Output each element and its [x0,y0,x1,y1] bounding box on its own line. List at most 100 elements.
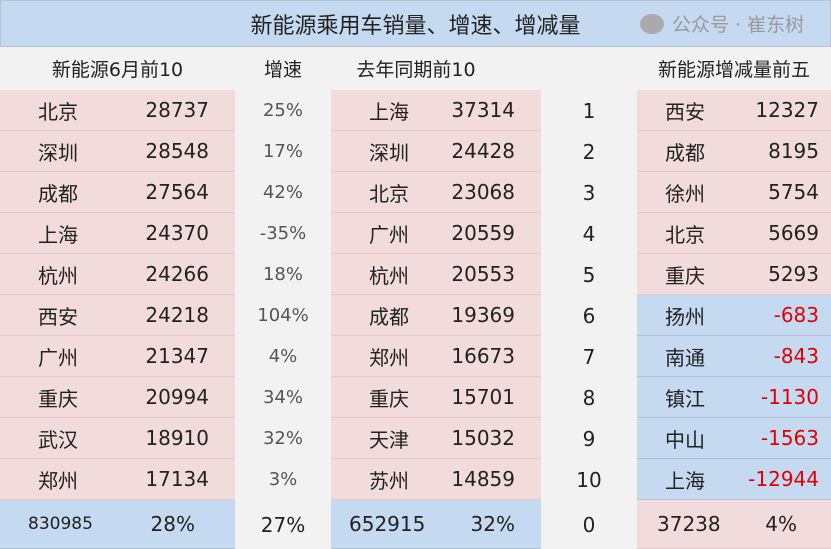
last-year-value-cell: 24428 [441,131,541,172]
wechat-icon [640,13,664,34]
change-city-cell: 西安 [637,90,737,131]
change-city-cell: 上海 [637,459,737,500]
city-cell: 郑州 [0,459,118,500]
rank-cell: 7 [541,336,637,377]
value-cell: 17134 [118,459,235,500]
growth-cell: 4% [235,336,331,377]
value-cell: 28737 [118,90,235,131]
city-cell: 上海 [0,213,118,254]
last-year-city-cell: 广州 [331,213,441,254]
last-year-city-cell: 成都 [331,295,441,336]
change-city-cell: 成都 [637,131,737,172]
change-city-cell: 南通 [637,336,737,377]
change-value-cell: -12944 [737,459,831,500]
total-ch-value: 37238 [637,500,737,549]
last-year-value-cell: 23068 [441,172,541,213]
total-growth: 27% [235,500,331,549]
change-city-cell: 徐州 [637,172,737,213]
total-value: 830985 [0,500,118,549]
rank-cell: 8 [541,377,637,418]
value-cell: 24218 [118,295,235,336]
change-city-cell: 扬州 [637,295,737,336]
rank-cell: 5 [541,254,637,295]
change-city-cell: 镇江 [637,377,737,418]
change-value-cell: -843 [737,336,831,377]
last-year-value-cell: 20553 [441,254,541,295]
city-cell: 杭州 [0,254,118,295]
city-cell: 深圳 [0,131,118,172]
growth-cell: 32% [235,418,331,459]
last-year-city-cell: 上海 [331,90,441,131]
table-row: 广州 21347 4% 郑州 16673 7 南通 -843 [0,336,831,377]
watermark: 公众号 · 崔东树 [640,0,804,47]
table-row: 西安 24218 104% 成都 19369 6 扬州 -683 [0,295,831,336]
header-last-year: 去年同期前10 [356,59,476,81]
change-value-cell: -1563 [737,418,831,459]
last-year-value-cell: 20559 [441,213,541,254]
table-row: 郑州 17134 3% 苏州 14859 10 上海 -12944 [0,459,831,500]
total-ly-share: 32% [441,500,541,549]
table-row: 重庆 20994 34% 重庆 15701 8 镇江 -1130 [0,377,831,418]
growth-cell: -35% [235,213,331,254]
growth-cell: 34% [235,377,331,418]
last-year-value-cell: 15701 [441,377,541,418]
last-year-value-cell: 37314 [441,90,541,131]
growth-cell: 104% [235,295,331,336]
watermark-text: 公众号 · 崔东树 [672,14,805,36]
change-value-cell: 5293 [737,254,831,295]
total-ch-share: 4% [737,500,831,549]
last-year-city-cell: 苏州 [331,459,441,500]
change-value-cell: 5754 [737,172,831,213]
table-row: 武汉 18910 32% 天津 15032 9 中山 -1563 [0,418,831,459]
city-cell: 重庆 [0,377,118,418]
growth-cell: 17% [235,131,331,172]
change-value-cell: -683 [737,295,831,336]
city-cell: 北京 [0,90,118,131]
last-year-value-cell: 14859 [441,459,541,500]
change-city-cell: 重庆 [637,254,737,295]
header-growth: 增速 [263,59,302,81]
value-cell: 24266 [118,254,235,295]
change-value-cell: 8195 [737,131,831,172]
table-row: 深圳 28548 17% 深圳 24428 2 成都 8195 [0,131,831,172]
change-value-cell: 12327 [737,90,831,131]
table-row: 成都 27564 42% 北京 23068 3 徐州 5754 [0,172,831,213]
last-year-city-cell: 北京 [331,172,441,213]
value-cell: 28548 [118,131,235,172]
rank-cell: 2 [541,131,637,172]
total-rank: 0 [541,500,637,549]
last-year-city-cell: 天津 [331,418,441,459]
table-row: 北京 28737 25% 上海 37314 1 西安 12327 [0,90,831,131]
last-year-city-cell: 郑州 [331,336,441,377]
value-cell: 24370 [118,213,235,254]
header-change: 新能源增减量前五 [657,59,810,81]
table-row: 上海 24370 -35% 广州 20559 4 北京 5669 [0,213,831,254]
value-cell: 21347 [118,336,235,377]
table-row: 杭州 24266 18% 杭州 20553 5 重庆 5293 [0,254,831,295]
value-cell: 18910 [118,418,235,459]
growth-cell: 18% [235,254,331,295]
rank-cell: 10 [541,459,637,500]
header-top10: 新能源6月前10 [51,59,184,81]
value-cell: 27564 [118,172,235,213]
rank-cell: 4 [541,213,637,254]
change-city-cell: 北京 [637,213,737,254]
city-cell: 成都 [0,172,118,213]
value-cell: 20994 [118,377,235,418]
last-year-city-cell: 重庆 [331,377,441,418]
change-value-cell: 5669 [737,213,831,254]
last-year-value-cell: 15032 [441,418,541,459]
rank-cell: 9 [541,418,637,459]
table-title: 新能源乘用车销量、增速、增减量 [0,0,831,47]
city-cell: 广州 [0,336,118,377]
change-city-cell: 中山 [637,418,737,459]
last-year-value-cell: 19369 [441,295,541,336]
growth-cell: 42% [235,172,331,213]
rank-cell: 3 [541,172,637,213]
rank-cell: 1 [541,90,637,131]
last-year-city-cell: 杭州 [331,254,441,295]
last-year-city-cell: 深圳 [331,131,441,172]
growth-cell: 3% [235,459,331,500]
growth-cell: 25% [235,90,331,131]
rank-cell: 6 [541,295,637,336]
